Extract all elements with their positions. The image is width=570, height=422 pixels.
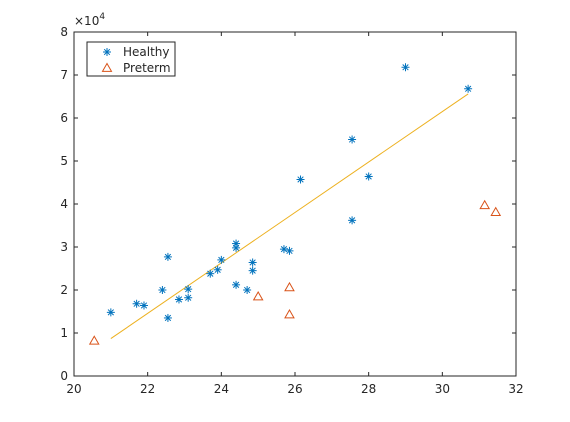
healthy-point-6 <box>174 295 183 304</box>
healthy-point-4 <box>163 252 172 261</box>
y-tick-label: 8 <box>60 25 68 39</box>
healthy-point-21 <box>348 135 357 144</box>
x-tick-label: 28 <box>361 382 376 396</box>
x-tick-label: 20 <box>66 382 81 396</box>
healthy-point-3 <box>158 286 167 294</box>
healthy-point-1 <box>132 299 141 308</box>
healthy-point-17 <box>248 266 257 275</box>
legend-label-healthy: Healthy <box>123 45 170 59</box>
plot-marks <box>88 63 502 345</box>
healthy-point-2 <box>139 301 148 310</box>
preterm-point-4 <box>479 199 491 210</box>
healthy-point-13 <box>232 243 241 252</box>
preterm-point-0 <box>88 335 100 345</box>
healthy-point-24 <box>401 63 410 72</box>
y-tick-label: 5 <box>60 154 68 168</box>
x-axis: 20 22 24 26 28 30 32 <box>66 32 524 396</box>
y-exponent-base: ×10 <box>74 14 99 28</box>
legend-marker-healthy <box>103 48 111 56</box>
healthy-point-25 <box>464 84 473 93</box>
y-tick-label: 4 <box>60 197 68 211</box>
y-axis-exponent: ×104 <box>74 12 105 28</box>
x-tick-label: 22 <box>140 382 155 396</box>
healthy-point-7 <box>184 293 193 302</box>
preterm-point-3 <box>284 309 295 319</box>
healthy-point-20 <box>296 175 305 184</box>
legend-triangle <box>101 62 113 72</box>
healthy-point-15 <box>243 286 252 294</box>
legend-box <box>86 41 176 77</box>
healthy-point-0 <box>106 308 115 317</box>
y-tick-label: 1 <box>60 326 68 340</box>
legend: Healthy Preterm <box>86 41 176 77</box>
healthy-point-11 <box>217 255 226 264</box>
x-tick-label: 26 <box>287 382 302 396</box>
y-tick-label: 2 <box>60 283 68 297</box>
x-tick-label: 24 <box>214 382 229 396</box>
y-tick-label: 7 <box>60 68 68 82</box>
fit-line <box>110 93 469 340</box>
healthy-point-9 <box>206 269 215 278</box>
healthy-point-23 <box>364 172 373 181</box>
healthy-point-18 <box>279 245 288 254</box>
y-tick-label: 0 <box>60 369 68 383</box>
legend-label-preterm: Preterm <box>123 61 171 75</box>
healthy-point-19 <box>285 246 294 255</box>
healthy-point-8 <box>184 285 193 294</box>
healthy-point-5 <box>163 313 172 322</box>
y-tick-label: 6 <box>60 111 68 125</box>
healthy-point-14 <box>232 280 241 289</box>
healthy-point-22 <box>348 216 357 225</box>
x-tick-label: 30 <box>435 382 450 396</box>
preterm-point-5 <box>490 206 502 217</box>
legend-asterisk <box>103 48 111 56</box>
y-exponent-power: 4 <box>99 12 105 22</box>
x-tick-label: 32 <box>508 382 523 396</box>
y-tick-label: 3 <box>60 240 68 254</box>
legend-marker-preterm <box>101 62 113 72</box>
healthy-point-10 <box>213 265 222 274</box>
axes-box <box>73 31 517 377</box>
healthy-point-16 <box>248 258 257 267</box>
preterm-point-2 <box>284 281 295 292</box>
y-axis: 0 1 2 3 4 5 6 7 8 <box>60 25 516 383</box>
preterm-point-1 <box>252 290 264 301</box>
